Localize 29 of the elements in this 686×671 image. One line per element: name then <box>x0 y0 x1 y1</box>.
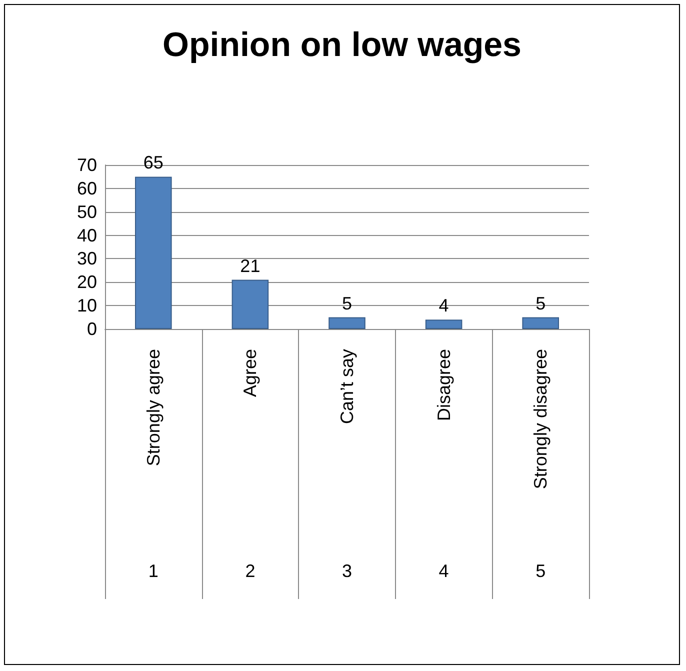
x-tick-label: Disagree <box>434 349 454 422</box>
y-tick-label: 30 <box>76 248 97 269</box>
text: 2 <box>245 561 256 581</box>
x-tick-label: Can’t say <box>337 349 357 424</box>
text: 3 <box>342 561 352 581</box>
text: 4 <box>438 561 449 581</box>
bar <box>522 317 559 329</box>
data-label: 65 <box>143 152 164 173</box>
x-tick-label: Agree <box>240 349 260 398</box>
data-label: 5 <box>536 293 546 314</box>
y-tick-label: 20 <box>76 272 97 292</box>
chart-title: Opinion on low wages <box>162 26 522 64</box>
data-label: 4 <box>438 296 449 316</box>
text: 1 <box>148 561 158 581</box>
bar <box>425 320 462 329</box>
y-tick-label: 70 <box>76 155 97 175</box>
y-tick-label: 40 <box>76 225 97 246</box>
bar <box>135 176 172 329</box>
y-tick-label: 60 <box>76 178 97 198</box>
y-tick-label: 50 <box>76 202 97 222</box>
x-tick-label: Strongly agree <box>143 349 164 466</box>
x-tick-label: Strongly disagree <box>530 349 551 490</box>
data-label: 21 <box>240 256 260 276</box>
bar <box>328 317 366 329</box>
data-label: 5 <box>342 293 352 314</box>
y-tick-label: 10 <box>76 296 97 316</box>
bar <box>232 280 269 329</box>
y-tick-label: 0 <box>86 319 97 339</box>
text: 5 <box>536 561 546 581</box>
